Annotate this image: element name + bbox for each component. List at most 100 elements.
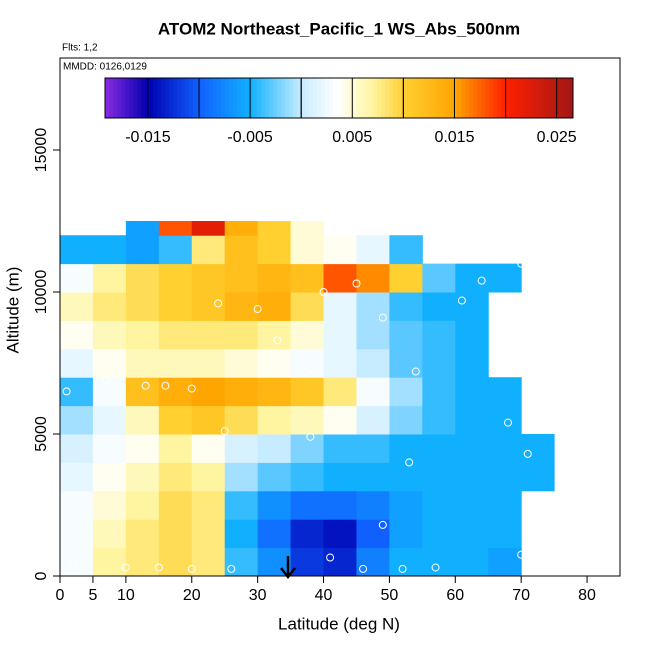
colorbar-step <box>233 78 238 118</box>
heatmap-cell <box>60 235 94 265</box>
sample-point <box>378 313 387 322</box>
colorbar-step <box>489 78 494 118</box>
y-tick-label: 10000 <box>33 270 50 315</box>
heatmap-cell <box>60 348 94 378</box>
heatmap-cell <box>125 235 160 265</box>
heatmap-cell <box>521 434 555 463</box>
heatmap-cell <box>257 235 292 265</box>
colorbar-step <box>257 78 262 118</box>
heatmap-cell <box>191 235 226 265</box>
sample-point <box>306 432 315 441</box>
sample-point <box>359 564 368 573</box>
colorbar-step <box>505 78 510 118</box>
heatmap-cell <box>125 462 160 492</box>
colorbar-step <box>105 78 110 118</box>
heatmap-cell <box>158 377 193 407</box>
colorbar-step <box>377 78 382 118</box>
colorbar-step <box>409 78 414 118</box>
sample-point <box>227 564 236 573</box>
heatmap-cell <box>290 519 325 549</box>
x-axis-label: Latitude (deg N) <box>278 614 400 633</box>
heatmap-cell <box>158 320 193 350</box>
sample-point <box>326 553 335 562</box>
colorbar-step <box>389 78 394 118</box>
heatmap-cell <box>290 292 325 321</box>
sample-point <box>62 387 71 396</box>
heatmap-cell <box>60 292 94 321</box>
heatmap-cell <box>257 320 292 350</box>
heatmap-cell <box>125 292 160 321</box>
colorbar-step <box>229 78 234 118</box>
colorbar-step <box>261 78 266 118</box>
heatmap-cell <box>224 405 259 435</box>
heatmap-cell <box>422 490 456 520</box>
sample-point <box>187 564 196 573</box>
colorbar-step <box>501 78 506 118</box>
colorbar-step <box>285 78 290 118</box>
heatmap-cell <box>389 547 423 577</box>
colorbar-frame <box>104 77 574 119</box>
colorbar-step <box>425 78 430 118</box>
sample-point <box>273 336 282 345</box>
heatmap-cell <box>60 263 94 293</box>
colorbar-step <box>473 78 478 118</box>
sample-point <box>517 259 526 268</box>
heatmap-cell <box>125 519 160 549</box>
x-tick-label: 10 <box>117 587 135 604</box>
heatmap-cell <box>191 320 226 350</box>
colorbar-step <box>301 78 306 118</box>
heatmap-cell <box>60 377 94 407</box>
heatmap-cell <box>257 462 292 492</box>
heatmap-cell <box>92 462 127 492</box>
arrow <box>280 556 296 580</box>
colorbar-step <box>317 78 322 118</box>
heatmap-cell <box>224 377 259 407</box>
colorbar-step <box>253 78 258 118</box>
colorbar-step <box>205 78 210 118</box>
colorbar-step <box>153 78 158 118</box>
colorbar-step <box>565 78 570 118</box>
heatmap-cell <box>488 519 522 549</box>
colorbar-step <box>381 78 386 118</box>
x-tick-label: 40 <box>315 587 333 604</box>
subtitle: Flts: 1,2 <box>62 43 98 54</box>
colorbar-step <box>249 78 254 118</box>
heatmap-cell <box>422 405 456 435</box>
colorbar-step <box>117 78 122 118</box>
heatmap-cell <box>60 405 94 435</box>
colorbar-step <box>461 78 466 118</box>
heatmap-cell <box>60 320 94 350</box>
heatmap-cell <box>389 377 423 407</box>
colorbar-step <box>125 78 130 118</box>
colorbar-step <box>309 78 314 118</box>
y-tick-label: 5000 <box>33 416 50 452</box>
heatmap-cell <box>488 490 522 520</box>
heatmap-cell <box>224 519 259 549</box>
x-tick-label: 30 <box>249 587 267 604</box>
heatmap-cell <box>224 235 259 265</box>
colorbar-step <box>477 78 482 118</box>
colorbar-step <box>185 78 190 118</box>
colorbar-step <box>109 78 114 118</box>
sample-point <box>378 520 387 529</box>
heatmap-cell <box>455 320 489 350</box>
y-tick-label: 0 <box>33 571 50 580</box>
heatmap-cell <box>488 434 522 463</box>
heatmap-cell <box>158 490 193 520</box>
heatmap-cell <box>356 235 390 265</box>
colorbar-step <box>437 78 442 118</box>
heatmap-cell <box>191 462 226 492</box>
colorbar-step <box>213 78 218 118</box>
colorbar-step <box>513 78 518 118</box>
heatmap-cell <box>224 434 259 463</box>
heatmap-cell <box>290 405 325 435</box>
sample-point <box>477 276 486 285</box>
heatmap-cell <box>422 263 456 293</box>
colorbar-step <box>325 78 330 118</box>
heatmap-cell <box>455 405 489 435</box>
heatmap-cell <box>191 547 226 577</box>
colorbar-step <box>181 78 186 118</box>
colorbar-step <box>561 78 566 118</box>
heatmap-cell <box>257 547 292 577</box>
heatmap-cell <box>356 405 390 435</box>
